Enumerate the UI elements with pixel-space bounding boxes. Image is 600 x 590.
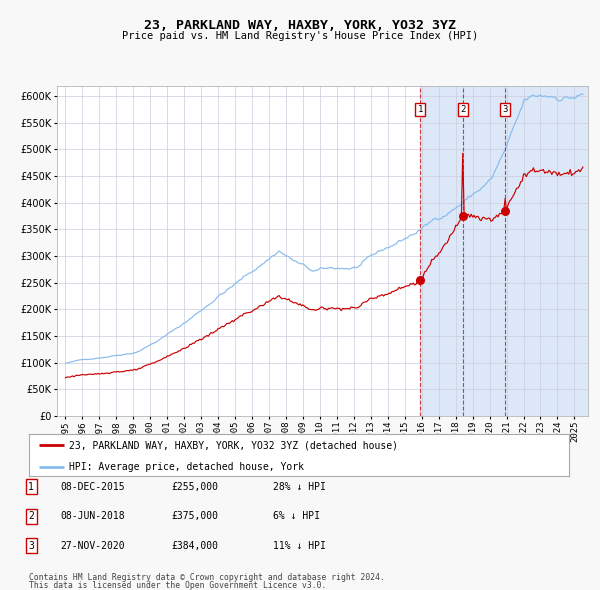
Text: 08-DEC-2015: 08-DEC-2015 — [60, 482, 125, 491]
Bar — [421, 86, 588, 416]
Text: This data is licensed under the Open Government Licence v3.0.: This data is licensed under the Open Gov… — [29, 581, 326, 590]
Text: £255,000: £255,000 — [171, 482, 218, 491]
Text: 3: 3 — [28, 541, 34, 550]
Text: 1: 1 — [418, 105, 423, 114]
Text: 3: 3 — [502, 105, 508, 114]
Text: Price paid vs. HM Land Registry's House Price Index (HPI): Price paid vs. HM Land Registry's House … — [122, 31, 478, 41]
Text: 2: 2 — [460, 105, 466, 114]
Text: 27-NOV-2020: 27-NOV-2020 — [60, 541, 125, 550]
Text: 6% ↓ HPI: 6% ↓ HPI — [273, 512, 320, 521]
Text: 11% ↓ HPI: 11% ↓ HPI — [273, 541, 326, 550]
Text: £375,000: £375,000 — [171, 512, 218, 521]
Text: £384,000: £384,000 — [171, 541, 218, 550]
Text: HPI: Average price, detached house, York: HPI: Average price, detached house, York — [70, 462, 304, 472]
Text: 2: 2 — [28, 512, 34, 521]
Text: 1: 1 — [28, 482, 34, 491]
Text: 08-JUN-2018: 08-JUN-2018 — [60, 512, 125, 521]
Text: Contains HM Land Registry data © Crown copyright and database right 2024.: Contains HM Land Registry data © Crown c… — [29, 572, 385, 582]
Text: 28% ↓ HPI: 28% ↓ HPI — [273, 482, 326, 491]
Text: 23, PARKLAND WAY, HAXBY, YORK, YO32 3YZ (detached house): 23, PARKLAND WAY, HAXBY, YORK, YO32 3YZ … — [70, 440, 398, 450]
Text: 23, PARKLAND WAY, HAXBY, YORK, YO32 3YZ: 23, PARKLAND WAY, HAXBY, YORK, YO32 3YZ — [144, 19, 456, 32]
